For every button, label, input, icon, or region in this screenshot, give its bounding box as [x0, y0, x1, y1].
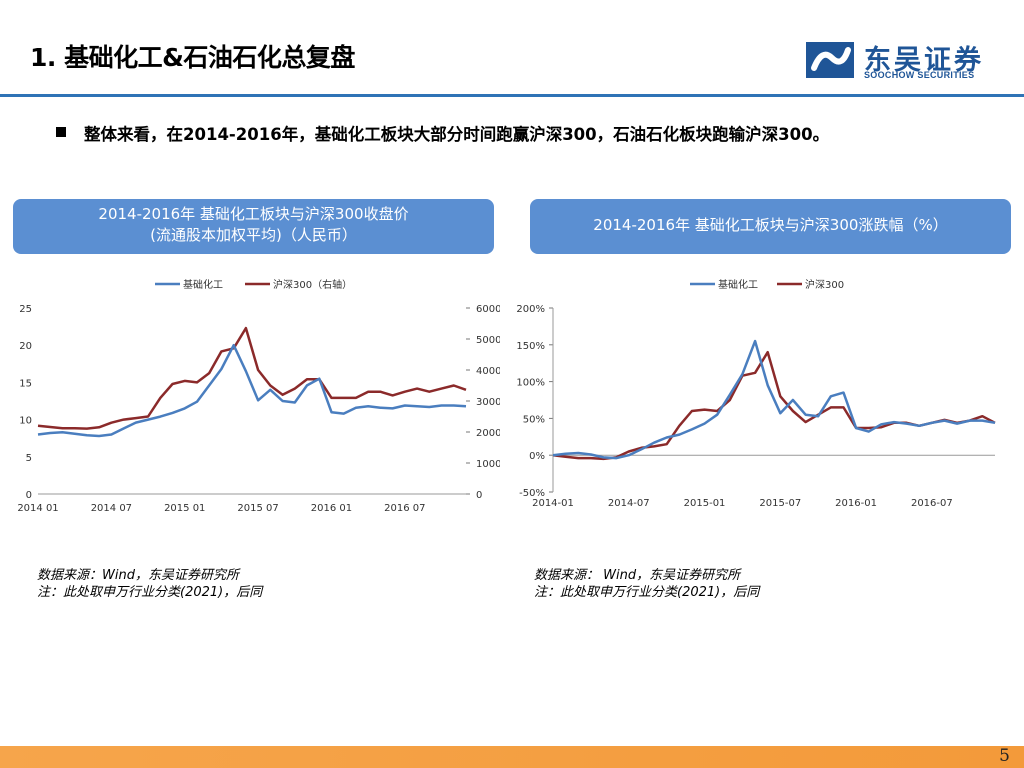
y-tick-label: 0%	[529, 451, 545, 462]
header-divider	[0, 94, 1024, 97]
price-chart: 0 5 10 15 20 25 0 1000 2000 3000 4000 5000 6000 2014 …	[17, 278, 500, 514]
legend-label-hs300: 沪深300	[805, 278, 844, 291]
bullet-square-icon	[56, 127, 66, 137]
logo-mark-icon	[806, 42, 854, 78]
chart2-source-line2: 注：此处取申万行业分类(2021)，后同	[534, 585, 760, 600]
page-number: 5	[999, 746, 1010, 766]
x-tick-label: 2014 01	[17, 503, 58, 514]
x-tick-label: 2016-01	[835, 498, 877, 509]
legend-label-hs300: 沪深300（右轴）	[273, 278, 352, 291]
y-right-tick-label: 0	[476, 490, 482, 501]
y-right-tick-label: 5000	[476, 335, 500, 346]
y-tick-label: 100%	[516, 378, 545, 389]
y-right-tick-label: 4000	[476, 366, 500, 377]
y-left-tick-label: 0	[26, 490, 32, 501]
y-tick-label: 150%	[516, 341, 545, 352]
y-right-tick-label: 1000	[476, 459, 500, 470]
logo-text-en: SOOCHOW SECURITIES	[864, 70, 975, 80]
y-left-tick-label: 20	[19, 341, 32, 352]
chart1-caption: 2014-2016年 基础化工板块与沪深300收盘价 (流通股本加权平均)（人民…	[13, 199, 494, 254]
y-left-tick-label: 10	[19, 416, 32, 427]
chart1-source-line2: 注：此处取申万行业分类(2021)，后同	[37, 585, 263, 600]
y-right-tick-label: 6000	[476, 304, 500, 315]
chart2-caption: 2014-2016年 基础化工板块与沪深300涨跌幅（%）	[530, 199, 1011, 254]
series-line-chem	[552, 339, 996, 460]
chart1-caption-line2: (流通股本加权平均)（人民币）	[150, 226, 357, 244]
y-right-tick-label: 2000	[476, 428, 500, 439]
summary-bullet: 整体来看，在2014-2016年，基础化工板块大部分时间跑赢沪深300，石油石化…	[84, 125, 830, 144]
company-logo: 东吴证券 SOOCHOW SECURITIES	[806, 38, 1006, 86]
chart2-source: 数据来源： Wind，东吴证券研究所 注：此处取申万行业分类(2021)，后同	[534, 567, 759, 601]
series-line-hs300	[552, 350, 996, 461]
footer-bar	[0, 746, 1024, 768]
page-title: 1. 基础化工&石油石化总复盘	[30, 43, 355, 72]
x-tick-label: 2016 07	[384, 503, 425, 514]
x-tick-label: 2015 07	[237, 503, 278, 514]
chart2-caption-line1: 2014-2016年 基础化工板块与沪深300涨跌幅（%）	[593, 216, 948, 234]
chart1-source-line1: 数据来源：Wind，东吴证券研究所	[37, 568, 239, 583]
legend-label-chem: 基础化工	[183, 278, 223, 291]
chart1-source: 数据来源：Wind，东吴证券研究所 注：此处取申万行业分类(2021)，后同	[37, 567, 262, 601]
legend-label-chem: 基础化工	[718, 278, 758, 291]
y-left-tick-label: 5	[26, 453, 32, 464]
x-tick-label: 2015-01	[684, 498, 726, 509]
y-left-tick-label: 15	[19, 378, 32, 389]
y-tick-label: -50%	[519, 488, 545, 499]
change-chart: -50% 0% 50% 100% 150% 200% 2014-01 2014-07 2015-…	[516, 278, 996, 509]
x-tick-label: 2015-07	[759, 498, 801, 509]
series-line-chem	[37, 343, 467, 438]
y-tick-label: 200%	[516, 304, 545, 315]
x-tick-label: 2015 01	[164, 503, 205, 514]
logo-text-cn: 东吴证券	[864, 45, 984, 76]
y-tick-label: 50%	[523, 414, 545, 425]
x-tick-label: 2014 07	[91, 503, 132, 514]
y-left-tick-label: 25	[19, 304, 32, 315]
chart1-caption-line1: 2014-2016年 基础化工板块与沪深300收盘价	[98, 205, 409, 223]
y-right-tick-label: 3000	[476, 397, 500, 408]
x-tick-label: 2016-07	[911, 498, 953, 509]
x-tick-label: 2014-01	[532, 498, 574, 509]
x-tick-label: 2014-07	[608, 498, 650, 509]
chart2-source-line1: 数据来源： Wind，东吴证券研究所	[534, 568, 741, 583]
x-tick-label: 2016 01	[311, 503, 352, 514]
series-line-hs300	[37, 326, 467, 430]
